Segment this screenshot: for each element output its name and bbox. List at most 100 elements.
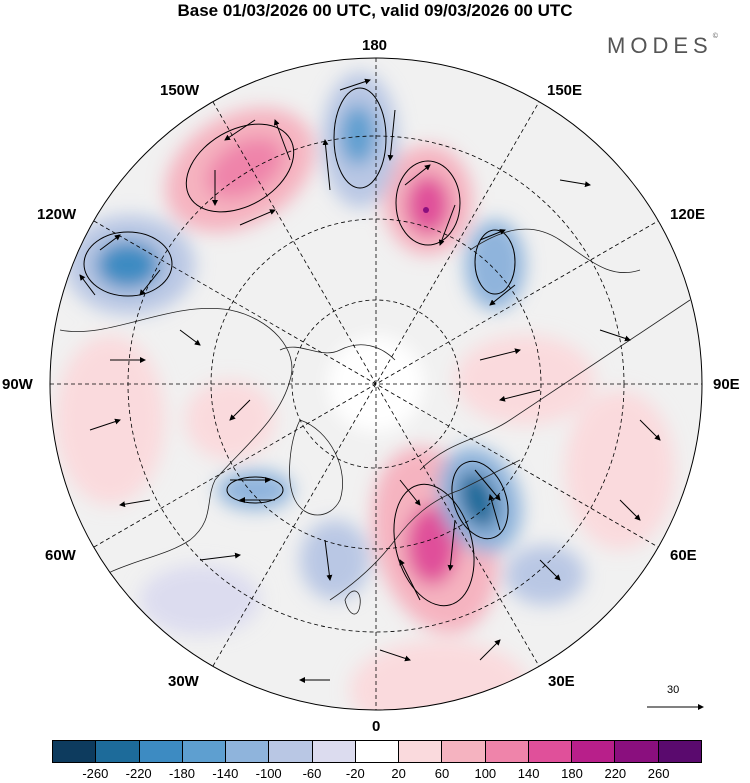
anomaly-high-europe-core	[406, 505, 458, 585]
wind-vector	[488, 494, 501, 531]
wind-vector	[399, 479, 421, 506]
colorbar-swatch	[269, 741, 313, 762]
contour	[393, 483, 475, 607]
colorbar-label: 20	[391, 766, 406, 781]
colorbar-swatch	[399, 741, 443, 762]
wind-vector	[499, 389, 541, 402]
coastline-greenland	[289, 419, 343, 516]
wind-vector	[479, 229, 506, 241]
lon-label-150w: 150W	[160, 82, 200, 99]
colorbar-swatch	[139, 741, 183, 762]
map-border	[49, 57, 703, 711]
anomaly-high-north-pacific-core	[206, 137, 284, 199]
coastline-europe	[329, 459, 521, 601]
contours	[83, 87, 516, 607]
wind-vector	[229, 399, 251, 421]
wind-vector	[119, 499, 151, 508]
wind-vector	[224, 119, 256, 141]
colorbar-label: -60	[302, 766, 322, 781]
colorbar-label: 140	[517, 766, 540, 781]
wind-vector	[438, 204, 456, 246]
colorbar-swatch	[442, 741, 486, 762]
coastline-eurasia-north	[419, 299, 691, 471]
max-marker	[423, 207, 429, 213]
lon-label-90e: 90E	[713, 376, 740, 393]
contour	[395, 160, 461, 246]
wind-vector	[479, 348, 521, 361]
wind-vector	[447, 519, 456, 571]
wind-vector	[619, 499, 641, 521]
colorbar-label: -140	[212, 766, 239, 781]
colorbar-swatch	[96, 741, 140, 762]
wind-vector	[199, 552, 241, 561]
lon-label-30w: 30W	[168, 673, 199, 690]
wind-vector	[474, 469, 501, 501]
brand-text: MODES	[607, 33, 713, 58]
colorbar-label: 180	[561, 766, 583, 781]
lon-label-180: 180	[362, 37, 388, 54]
anomaly-low-pacific-west	[140, 565, 260, 635]
lon-label-120w: 120W	[37, 206, 77, 223]
wind-vector	[99, 234, 121, 251]
wind-vector	[539, 559, 561, 581]
wind-vector	[239, 209, 276, 226]
wind-vector	[404, 164, 431, 186]
graticule	[50, 58, 702, 710]
wind-vector	[479, 639, 501, 661]
coastline-east-asia	[469, 228, 641, 274]
brand-logo: MODES©	[607, 33, 718, 59]
anomaly-low-labrador	[217, 470, 293, 510]
lon-label-30e: 30E	[548, 673, 575, 690]
anomaly-high-central-siberia	[455, 335, 595, 425]
lon-label-120e: 120E	[670, 206, 706, 223]
lon-label-0: 0	[372, 718, 381, 735]
anomaly-high-atlantic	[350, 640, 530, 710]
colorbar-swatch	[226, 741, 270, 762]
contour	[185, 123, 295, 213]
wind-vector	[273, 119, 291, 161]
colorbar-swatch	[572, 741, 616, 762]
coastline-arctic-islands	[279, 344, 396, 361]
wind-vector	[322, 139, 331, 191]
anomaly-high-us	[55, 335, 165, 505]
wind-vector	[559, 179, 591, 188]
contour	[226, 476, 284, 504]
coastlines	[59, 228, 691, 615]
wind-vector	[79, 274, 96, 296]
copyright-mark: ©	[712, 33, 718, 40]
anomaly-low-alaska-canada-core	[96, 241, 160, 289]
colorbar-label: -260	[82, 766, 109, 781]
anomaly-low-north-atlantic	[300, 520, 370, 600]
anomaly-high-east-siberia-core	[406, 175, 450, 235]
colorbar-label: -20	[345, 766, 365, 781]
colorbar-swatch	[355, 741, 400, 762]
wind-vector	[387, 109, 396, 161]
colorbar-swatch	[182, 741, 227, 762]
wind-vector	[89, 418, 121, 431]
colorbar-label: 220	[604, 766, 627, 781]
contour	[83, 231, 173, 297]
reference-vector-value: 30	[667, 684, 680, 696]
colorbar-label: 260	[647, 766, 670, 781]
colorbar-label: -100	[255, 766, 282, 781]
colorbar-swatch	[53, 741, 97, 762]
lon-label-60w: 60W	[45, 547, 76, 564]
wind-vector	[179, 329, 201, 346]
colorbar-swatch	[658, 741, 701, 762]
colorbar-label: -180	[168, 766, 196, 781]
colorbar-label: 60	[434, 766, 450, 781]
wind-vector	[324, 539, 333, 581]
contour	[474, 229, 516, 295]
anomaly-low-aleutian-core	[340, 105, 376, 165]
colorbar-swatch	[485, 741, 529, 762]
meridian-line	[212, 101, 540, 667]
wind-vector	[379, 649, 411, 662]
contour	[451, 460, 509, 540]
wind-vector	[399, 559, 421, 601]
colorbar-label: 100	[474, 766, 497, 781]
colorbar-swatch	[528, 741, 573, 762]
wind-vector	[599, 329, 631, 342]
colorbar-label: -220	[125, 766, 152, 781]
lon-label-60e: 60E	[670, 547, 697, 564]
